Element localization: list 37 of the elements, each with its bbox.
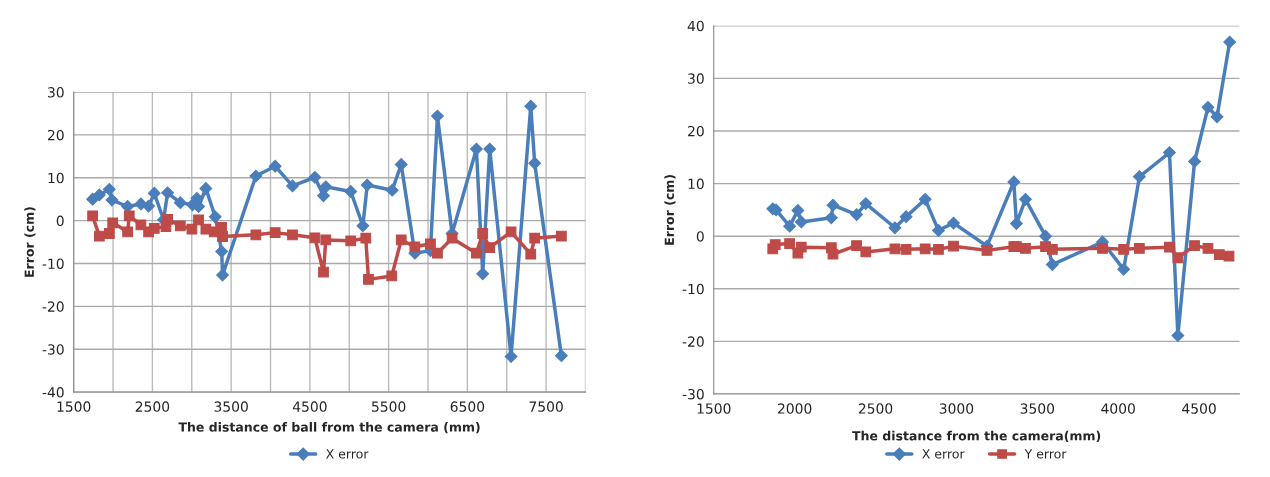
y-tick-label: 40	[687, 20, 704, 32]
y-tick-label: -30	[42, 344, 64, 355]
x-tick-label: 2500	[135, 401, 170, 412]
y-tick-label: 30	[48, 87, 64, 98]
y-tick-label: -20	[682, 336, 704, 347]
x-tick-label: 6500	[450, 401, 485, 412]
x-tick-label: 1500	[697, 403, 731, 414]
y-tick-label: 0	[56, 215, 64, 227]
x-axis-title: The distance from the camera(mm)	[852, 430, 1101, 442]
y-tick-label: 10	[688, 178, 704, 190]
x-tick-label: 4500	[292, 401, 327, 412]
y-tick-label: 20	[688, 125, 704, 137]
y-tick-label: 10	[48, 172, 64, 184]
y-tick-label: -10	[682, 283, 704, 295]
y-tick-label: -30	[682, 388, 704, 400]
x-tick-label: 7500	[529, 401, 563, 412]
x-tick-label: 3500	[1020, 403, 1055, 414]
y-axis-title: Error (cm)	[24, 207, 36, 277]
y-tick-label: 0	[696, 231, 704, 242]
y-tick-label: -20	[42, 301, 64, 312]
y-tick-label: 30	[688, 73, 704, 84]
y-tick-label: -40	[42, 387, 64, 398]
legend-label: X error	[922, 449, 965, 459]
x-tick-label: 1500	[57, 401, 91, 412]
legend-label: Y error	[1024, 449, 1067, 459]
legend-label: X error	[326, 449, 369, 459]
x-tick-label: 3000	[939, 403, 974, 414]
x-tick-label: 4000	[1101, 403, 1135, 414]
x-tick-label: 5500	[372, 401, 406, 412]
y-axis-title: Error (cm)	[664, 175, 676, 245]
x-tick-label: 3500	[214, 401, 248, 412]
x-tick-label: 2000	[777, 403, 812, 414]
y-tick-label: 20	[47, 129, 64, 141]
y-tick-label: -10	[42, 258, 64, 269]
x-tick-label: 2500	[858, 403, 893, 414]
x-tick-label: 4500	[1182, 403, 1216, 414]
x-axis-title: The distance of ball from the camera (mm)	[178, 422, 480, 434]
